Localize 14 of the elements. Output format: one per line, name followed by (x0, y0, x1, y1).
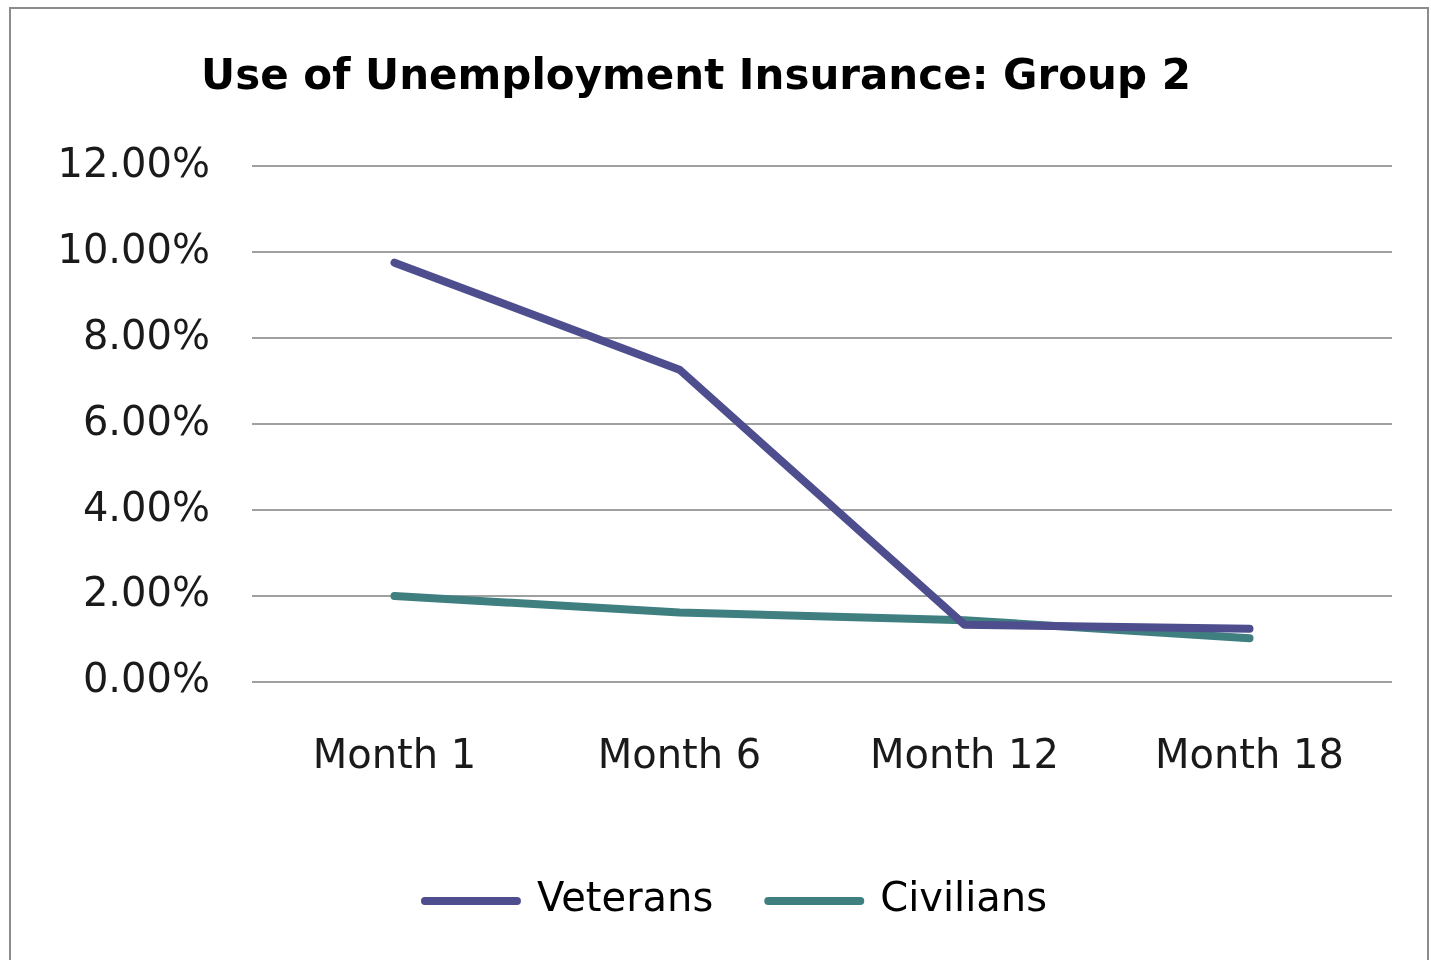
x-tick-label: Month 12 (870, 731, 1059, 778)
y-tick-label: 2.00% (82, 569, 210, 616)
y-tick-label: 10.00% (57, 225, 210, 272)
legend-label: Veterans (536, 874, 714, 921)
x-tick-label: Month 6 (597, 731, 762, 778)
y-tick-label: 4.00% (82, 483, 210, 530)
x-tick-label: Month 18 (1155, 731, 1344, 778)
legend-label: Civilians (880, 874, 1048, 921)
y-tick-label: 12.00% (57, 139, 210, 186)
y-tick-label: 0.00% (82, 655, 210, 702)
x-tick-label: Month 1 (312, 731, 477, 778)
y-tick-label: 6.00% (82, 397, 210, 444)
chart-title: Use of Unemployment Insurance: Group 2 (201, 50, 1191, 100)
y-tick-label: 8.00% (82, 311, 210, 358)
